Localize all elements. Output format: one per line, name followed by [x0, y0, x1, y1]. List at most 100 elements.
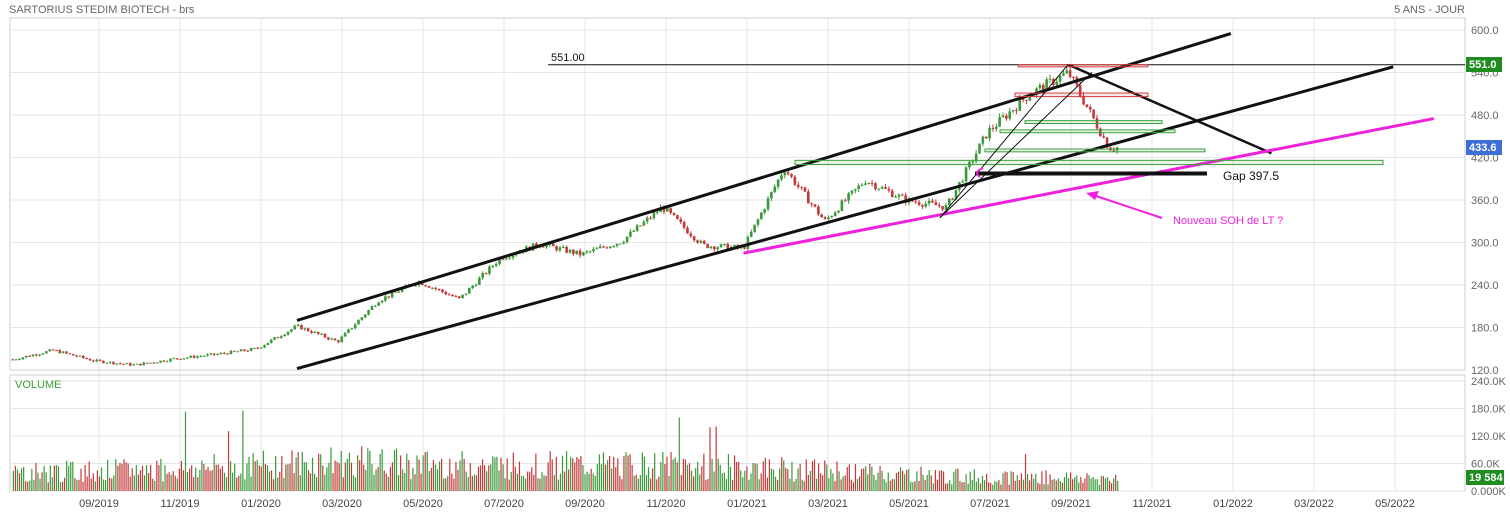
volume-bar [994, 481, 996, 491]
volume-bar [229, 461, 232, 491]
candle-body [937, 205, 941, 207]
candle-body [360, 317, 364, 321]
volume-bar [1074, 477, 1076, 491]
candle-body [441, 289, 444, 292]
volume-bar [963, 482, 965, 491]
volume-bar [285, 464, 287, 491]
volume-bar [520, 476, 523, 491]
candle-body [357, 320, 360, 325]
volume-bar [1106, 477, 1109, 491]
volume-bar [447, 475, 449, 491]
candle-body [501, 258, 505, 260]
candle-body [786, 172, 790, 175]
volume-bar [992, 484, 994, 491]
candle-body [807, 191, 810, 204]
candle-body [669, 208, 672, 213]
volume-bar [471, 476, 473, 491]
volume-bar [916, 471, 918, 491]
volume-bar [369, 450, 371, 491]
x-tick-label: 05/2021 [889, 498, 929, 510]
last-high-badge-text: 551.0 [1469, 59, 1497, 71]
candle-body [645, 217, 649, 222]
candle-body [726, 243, 730, 250]
volume-bar [402, 469, 404, 491]
candle-body [303, 328, 307, 330]
volume-bar [539, 478, 541, 491]
volume-bar [326, 467, 328, 491]
volume-bar [104, 480, 107, 491]
volume-bar [1059, 481, 1061, 491]
volume-bar [709, 427, 711, 491]
volume-bar [781, 457, 783, 491]
volume-bar [469, 463, 471, 491]
candle-body [672, 212, 676, 216]
volume-bar [797, 468, 799, 491]
candle-body [588, 251, 592, 253]
volume-bar [570, 456, 572, 491]
volume-bar [166, 473, 168, 491]
volume-bar [961, 482, 963, 491]
volume-bar [518, 461, 521, 491]
volume-bar [313, 473, 316, 491]
x-tick-label: 07/2021 [970, 498, 1010, 510]
volume-bar [631, 465, 633, 491]
candle-body [142, 362, 146, 366]
volume-bar [803, 481, 805, 491]
candle-body [699, 240, 703, 243]
candle-body [662, 207, 666, 212]
volume-bar [238, 475, 240, 491]
candle-body [1045, 79, 1048, 91]
volume-bar [848, 464, 850, 491]
volume-bar [215, 464, 217, 491]
candle-body [118, 363, 122, 365]
volume-bar [387, 476, 389, 491]
candle-body [165, 361, 169, 363]
volume-bar [182, 470, 185, 491]
candle-body [394, 291, 397, 293]
volume-bar [393, 450, 396, 491]
candle-body [639, 225, 642, 227]
candle-body [269, 339, 273, 343]
volume-bar [996, 481, 998, 491]
volume-bar [988, 482, 990, 491]
volume-bar [852, 482, 855, 491]
volume-bar [580, 455, 582, 491]
volume-bar [754, 463, 756, 491]
candle-body [286, 331, 290, 335]
volume-bar [1084, 478, 1086, 491]
candle-body [145, 362, 149, 364]
volume-bar [1057, 478, 1059, 491]
volume-bar [549, 451, 551, 491]
candle-body [236, 351, 239, 353]
volume-bar [328, 462, 330, 491]
candle-body [491, 265, 495, 267]
volume-bar [625, 452, 627, 491]
candle-body [1105, 137, 1109, 148]
candle-body [135, 363, 139, 365]
candle-body [380, 300, 384, 303]
candle-body [454, 296, 458, 298]
candle-body [28, 355, 31, 357]
volume-bar [729, 466, 732, 491]
volume-bar [371, 464, 373, 491]
candle-body [498, 258, 501, 264]
candle-body [1072, 77, 1075, 79]
volume-bar [330, 447, 332, 491]
candle-body [1001, 115, 1005, 118]
candle-body [1005, 115, 1008, 119]
volume-bar [14, 465, 17, 491]
candle-body [974, 153, 978, 162]
candle-body [343, 332, 347, 337]
volume-bar [856, 478, 859, 491]
volume-bar [582, 465, 584, 491]
volume-bar [832, 473, 834, 491]
volume-bar [1088, 475, 1090, 491]
price-tick-label: 240.0 [1471, 280, 1499, 292]
volume-bar [1082, 482, 1084, 491]
volume-bar [836, 461, 838, 491]
volume-bar [850, 479, 852, 491]
volume-bar [340, 451, 342, 491]
volume-bar [824, 460, 826, 491]
candle-body [1088, 106, 1092, 110]
volume-bar [70, 461, 72, 491]
